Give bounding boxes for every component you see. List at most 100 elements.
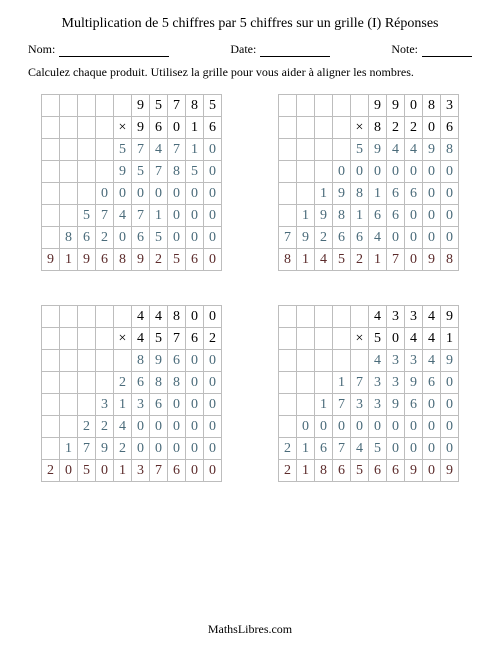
grid-cell: 1 xyxy=(369,183,387,205)
nom-label: Nom: xyxy=(28,42,55,57)
grid-cell: 0 xyxy=(423,394,441,416)
grid-cell xyxy=(78,372,96,394)
grid-cell xyxy=(42,306,60,328)
grid-cell: 1 xyxy=(60,438,78,460)
grid-cell: 9 xyxy=(423,139,441,161)
grid-cell: × xyxy=(114,328,132,350)
grid-cell: 9 xyxy=(132,95,150,117)
grid-cell: 0 xyxy=(204,306,222,328)
grid-cell: 3 xyxy=(351,394,369,416)
grid-cell xyxy=(333,306,351,328)
grid-cell: 7 xyxy=(387,249,405,271)
grid-cell xyxy=(42,95,60,117)
grid-cell xyxy=(42,139,60,161)
grid-cell xyxy=(351,95,369,117)
grid-cell: 2 xyxy=(279,438,297,460)
grid-cell xyxy=(315,306,333,328)
grid-cell xyxy=(297,328,315,350)
grid-cell: 0 xyxy=(132,183,150,205)
grid-cell xyxy=(60,161,78,183)
grid-cell: 2 xyxy=(150,249,168,271)
grid-cell xyxy=(297,394,315,416)
grid-cell: 0 xyxy=(186,350,204,372)
grid-cell: 0 xyxy=(204,139,222,161)
grid-cell xyxy=(96,161,114,183)
grid-cell: 7 xyxy=(78,438,96,460)
grid-cell: 0 xyxy=(204,205,222,227)
grid-cell xyxy=(96,350,114,372)
grid-cell: 4 xyxy=(423,328,441,350)
grid-cell: 4 xyxy=(114,416,132,438)
grid-cell xyxy=(96,306,114,328)
grid-cell: 0 xyxy=(369,416,387,438)
grid-cell xyxy=(279,328,297,350)
grid-cell: 0 xyxy=(423,205,441,227)
grid-cell: 5 xyxy=(150,95,168,117)
grid-cell: 4 xyxy=(351,438,369,460)
footer-text: MathsLibres.com xyxy=(28,614,472,637)
grid-cell: 6 xyxy=(351,227,369,249)
grid-cell xyxy=(315,95,333,117)
grid-cell xyxy=(60,394,78,416)
grid-cell xyxy=(78,95,96,117)
grid-cell: 0 xyxy=(186,183,204,205)
grid-cell xyxy=(297,117,315,139)
grid-cell: 2 xyxy=(279,460,297,482)
grid-cell: 0 xyxy=(150,416,168,438)
grid-cell: 7 xyxy=(168,328,186,350)
grid-cell xyxy=(333,95,351,117)
grid-cell: 0 xyxy=(441,205,459,227)
grid-cell xyxy=(333,350,351,372)
grid-cell xyxy=(297,183,315,205)
grid-cell: 1 xyxy=(333,372,351,394)
grid-cell: 3 xyxy=(132,460,150,482)
grid-cell: 0 xyxy=(333,416,351,438)
grid-cell: 8 xyxy=(315,460,333,482)
note-label: Note: xyxy=(391,42,418,57)
grid-cell: 9 xyxy=(441,306,459,328)
grid-cell: 0 xyxy=(441,394,459,416)
grid-cell: 9 xyxy=(423,249,441,271)
grid-cell: 6 xyxy=(369,460,387,482)
grid-cell: 7 xyxy=(150,460,168,482)
grid-cell: 6 xyxy=(168,350,186,372)
grid-cell: 6 xyxy=(96,249,114,271)
grid-cell: 0 xyxy=(441,161,459,183)
grid-cell: 0 xyxy=(441,438,459,460)
grid-cell: 0 xyxy=(387,328,405,350)
grid-cell: 0 xyxy=(423,183,441,205)
grid-cell xyxy=(42,205,60,227)
grid-cell: 7 xyxy=(132,205,150,227)
grid-cell: 1 xyxy=(60,249,78,271)
grid-cell xyxy=(96,95,114,117)
grid-cell: 0 xyxy=(204,350,222,372)
grid-cell xyxy=(315,350,333,372)
grid-cell: 0 xyxy=(186,460,204,482)
grid-cell: 7 xyxy=(333,394,351,416)
grid-cell: 6 xyxy=(150,394,168,416)
grid-cell xyxy=(315,328,333,350)
grid-cell: 9 xyxy=(333,183,351,205)
multiplication-grid: 43349×5044143349173396017339600000000000… xyxy=(278,305,459,482)
grid-cell: 0 xyxy=(387,161,405,183)
grid-cell: 2 xyxy=(42,460,60,482)
grid-cell: 0 xyxy=(369,161,387,183)
grid-cell: 8 xyxy=(60,227,78,249)
grid-cell: 3 xyxy=(369,372,387,394)
grid-cell: 5 xyxy=(186,161,204,183)
grid-cell: 9 xyxy=(405,372,423,394)
nom-line xyxy=(59,44,169,57)
grid-cell: 1 xyxy=(114,460,132,482)
grid-cell: 0 xyxy=(114,227,132,249)
grid-cell xyxy=(297,95,315,117)
grid-cell xyxy=(60,306,78,328)
grid-cell: 0 xyxy=(423,416,441,438)
grid-cell xyxy=(60,139,78,161)
grid-cell: 0 xyxy=(405,95,423,117)
grid-cell: 6 xyxy=(387,460,405,482)
grid-cell: 2 xyxy=(204,328,222,350)
nom-field: Nom: xyxy=(28,42,169,57)
grid-cell xyxy=(333,139,351,161)
grid-cell: 8 xyxy=(333,205,351,227)
grid-cell: 0 xyxy=(132,416,150,438)
